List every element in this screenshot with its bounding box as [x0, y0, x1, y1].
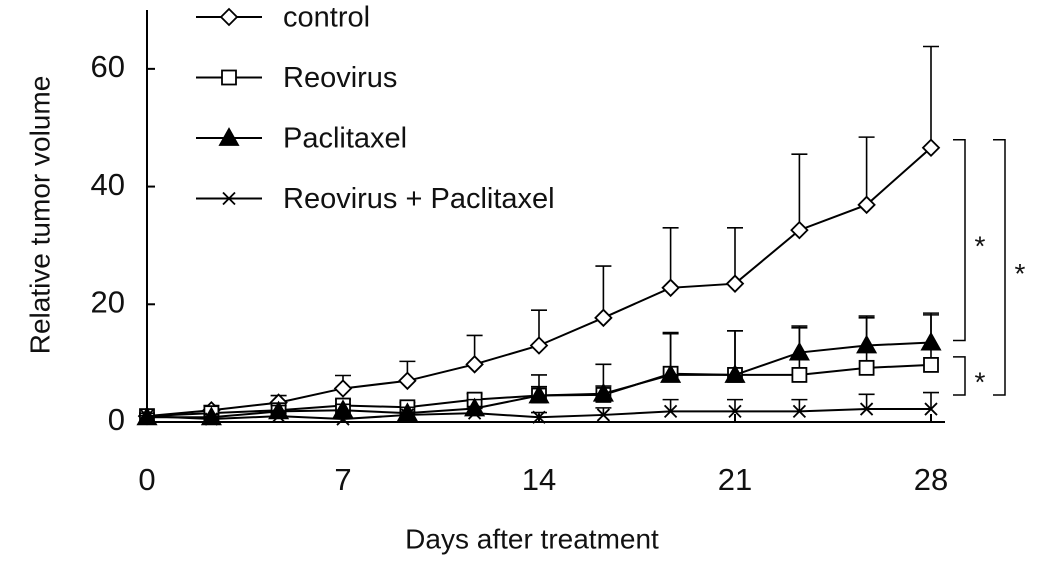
x-tick-label: 7: [334, 462, 351, 497]
legend-marker: [218, 127, 240, 146]
significance-star: *: [975, 366, 986, 397]
y-tick-label: 20: [91, 284, 125, 319]
error-bar: [791, 153, 808, 231]
marker: [532, 410, 546, 424]
marker: [400, 408, 415, 422]
marker: [467, 406, 482, 420]
marker: [791, 367, 808, 383]
error-bar: [858, 393, 875, 410]
error-bar: [923, 391, 939, 410]
marker: [663, 404, 678, 419]
marker: [592, 382, 614, 402]
marker: [140, 409, 154, 423]
marker: [859, 402, 874, 416]
x-tick-label: 21: [718, 462, 752, 497]
significance-bracket: [953, 356, 966, 396]
marker: [857, 195, 876, 215]
marker: [790, 220, 809, 240]
significance-bracket: [953, 138, 966, 342]
marker: [596, 408, 611, 422]
error-bar: [923, 45, 939, 148]
marker: [336, 412, 350, 426]
y-tick-label: 0: [108, 402, 125, 437]
x-axis-label: Days after treatment: [405, 523, 659, 554]
marker: [594, 308, 613, 328]
marker: [333, 379, 353, 398]
marker: [398, 371, 417, 391]
x-tick-label: 14: [522, 462, 556, 497]
error-bar: [662, 226, 679, 288]
error-bar: [858, 136, 875, 205]
marker: [923, 357, 939, 373]
marker: [924, 402, 938, 416]
marker: [920, 331, 942, 351]
marker: [724, 364, 746, 383]
significance-star: *: [975, 231, 986, 262]
marker: [728, 404, 742, 419]
legend-marker: [222, 191, 236, 206]
marker: [856, 334, 878, 354]
legend-marker: [221, 69, 237, 86]
significance-star: *: [1015, 258, 1026, 289]
x-tick-label: 28: [914, 462, 948, 497]
y-axis-label: Relative tumor volume: [24, 76, 55, 355]
error-bar: [662, 398, 679, 412]
marker: [858, 359, 875, 376]
x-tick-label: 0: [138, 462, 155, 497]
marker: [465, 355, 484, 374]
marker: [788, 341, 810, 361]
y-tick-label: 60: [91, 49, 125, 84]
marker: [528, 384, 550, 404]
marker: [204, 412, 219, 426]
marker: [921, 138, 941, 157]
marker: [792, 404, 807, 419]
y-tick-label: 40: [91, 167, 125, 202]
error-bar: [727, 226, 743, 284]
marker: [660, 364, 682, 383]
legend-label: Paclitaxel: [283, 123, 407, 155]
marker: [661, 278, 680, 298]
legend-label: control: [283, 2, 370, 34]
marker: [529, 336, 549, 355]
error-bar: [791, 398, 808, 412]
marker: [725, 274, 745, 293]
legend-label: Reovirus: [283, 62, 397, 94]
marker: [271, 409, 286, 423]
error-bar: [727, 398, 743, 412]
legend-label: Reovirus + Paclitaxel: [283, 183, 555, 215]
legend-marker: [219, 7, 239, 27]
significance-bracket: [993, 138, 1006, 396]
